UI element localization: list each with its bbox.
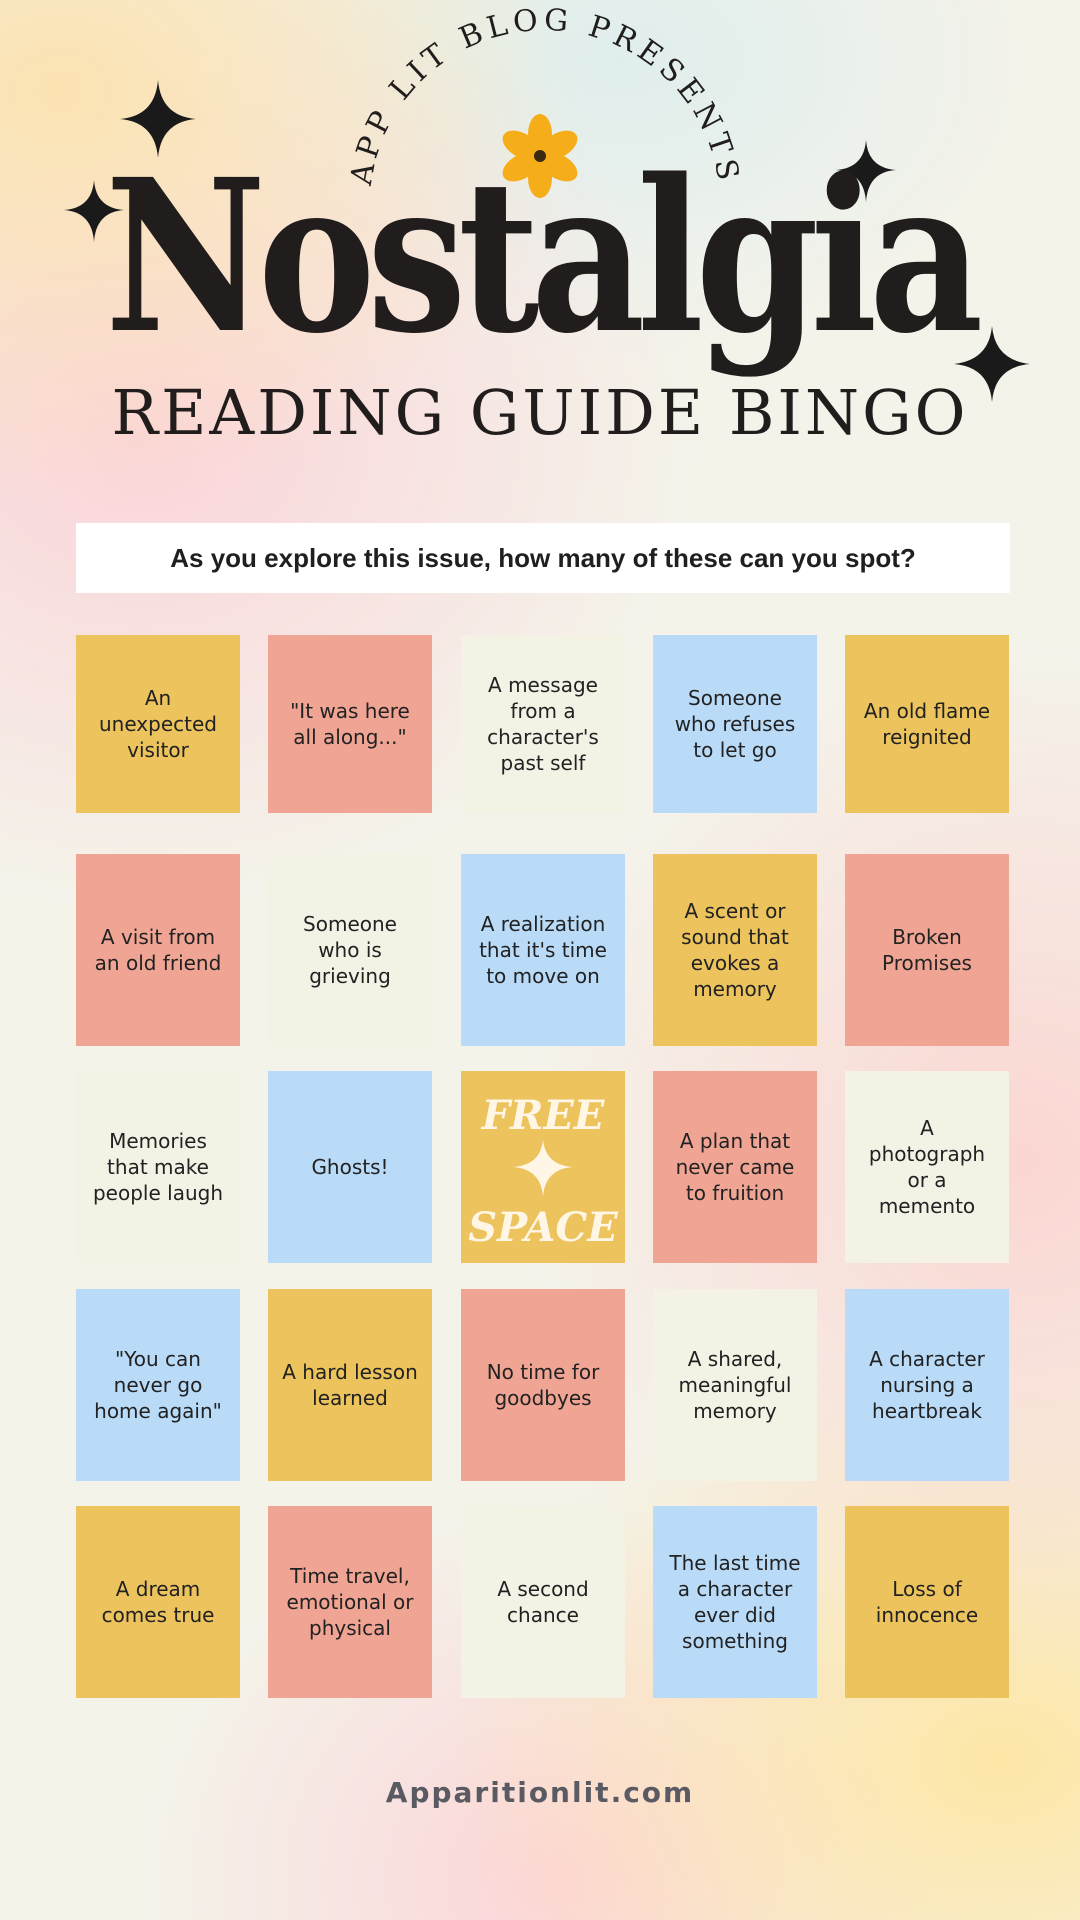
sparkle-icon (836, 140, 896, 202)
footer-url[interactable]: Apparitionlit.com (385, 1776, 695, 1809)
bingo-cell: The last time a character ever did somet… (653, 1506, 817, 1698)
prompt-text: As you explore this issue, how many of t… (170, 542, 916, 573)
sparkle-icon (954, 326, 1030, 402)
bingo-cell: A plan that never came to fruition (653, 1071, 817, 1263)
sparkle-icon (64, 180, 124, 242)
bingo-cell: A hard lesson learned (268, 1289, 432, 1481)
bingo-cell-text: A dream comes true (101, 1577, 215, 1627)
bingo-cell: Loss of innocence (845, 1506, 1009, 1698)
bingo-cell: A dream comes true (76, 1506, 240, 1698)
bingo-cell-text: The last time a character ever did somet… (669, 1551, 801, 1653)
bingo-cell: Broken Promises (845, 854, 1009, 1046)
bingo-cell: An old flame reignited (845, 635, 1009, 813)
bingo-cell: Ghosts! (268, 1071, 432, 1263)
bingo-cell-text: Ghosts! (311, 1155, 389, 1179)
bingo-cell: Memories that make people laugh (76, 1071, 240, 1263)
header-art: APP LIT BLOG PRESENTS (64, 3, 1030, 402)
bingo-cell-text: A character nursing a heartbreak (869, 1347, 985, 1423)
flower-icon (502, 114, 578, 198)
bingo-cell-text: A message from a character's past self (487, 673, 599, 775)
bingo-cell: A message from a character's past self (461, 635, 625, 813)
bingo-cell-text: A second chance (497, 1577, 589, 1627)
bingo-cell: A visit from an old friend (76, 854, 240, 1046)
bingo-cell: Someone who refuses to let go (653, 635, 817, 813)
page-title: Nostalgia (104, 133, 983, 380)
free-space-line2: SPACE (468, 1204, 618, 1251)
bingo-cell: A scent or sound that evokes a memory (653, 854, 817, 1046)
bingo-cell-text: No time for goodbyes (486, 1360, 600, 1410)
bingo-cell: Time travel, emotional or physical (268, 1506, 432, 1698)
bingo-cell-text: Memories that make people laugh (92, 1129, 223, 1205)
bingo-cell: A second chance (461, 1506, 625, 1698)
bingo-cell-text: An unexpected visitor (99, 686, 217, 762)
bingo-cell: "It was here all along..." (268, 635, 432, 813)
bingo-cell-text: A photograph or a memento (868, 1116, 986, 1218)
bingo-cell-text: Someone who is grieving (303, 912, 397, 988)
bingo-cell-text: An old flame reignited (863, 699, 991, 749)
bingo-cell-text: A plan that never came to fruition (675, 1129, 795, 1205)
bingo-cell-text: A realization that it's time to move on (479, 912, 607, 988)
bingo-cell-text: A shared, meaningful memory (678, 1347, 792, 1423)
bingo-cell-text: Broken Promises (882, 925, 972, 975)
bingo-cell: A photograph or a memento (845, 1071, 1009, 1263)
sparkle-icon (120, 80, 196, 158)
bingo-cell-text: A visit from an old friend (94, 925, 222, 975)
free-space-line1: FREE (481, 1092, 605, 1139)
bingo-cell-text: "It was here all along..." (290, 699, 410, 749)
sparkle-icon (513, 1139, 573, 1197)
free-space-cell: FREE SPACE (461, 1071, 625, 1263)
bingo-cell: A shared, meaningful memory (653, 1289, 817, 1481)
bingo-cell: Someone who is grieving (268, 854, 432, 1046)
bingo-cell-text: "You can never go home again" (94, 1347, 222, 1423)
bingo-cell-text: Loss of innocence (875, 1577, 979, 1627)
free-space-art: FREE SPACE (468, 1092, 618, 1251)
bingo-cell-text: A scent or sound that evokes a memory (681, 899, 789, 1001)
prompt-banner: As you explore this issue, how many of t… (76, 523, 1010, 593)
page-subtitle: READING GUIDE BINGO (111, 376, 969, 449)
bingo-cell: An unexpected visitor (76, 635, 240, 813)
bingo-cell: A character nursing a heartbreak (845, 1289, 1009, 1481)
bingo-cell-text: Time travel, emotional or physical (286, 1564, 414, 1640)
bingo-cell-text: Someone who refuses to let go (674, 686, 796, 762)
bingo-cell: A realization that it's time to move on (461, 854, 625, 1046)
bingo-cell: No time for goodbyes (461, 1289, 625, 1481)
header: APP LIT BLOG PRESENTS Nostalgia READING … (0, 0, 1080, 470)
bingo-cell: "You can never go home again" (76, 1289, 240, 1481)
bingo-cell-text: A hard lesson learned (282, 1360, 418, 1410)
